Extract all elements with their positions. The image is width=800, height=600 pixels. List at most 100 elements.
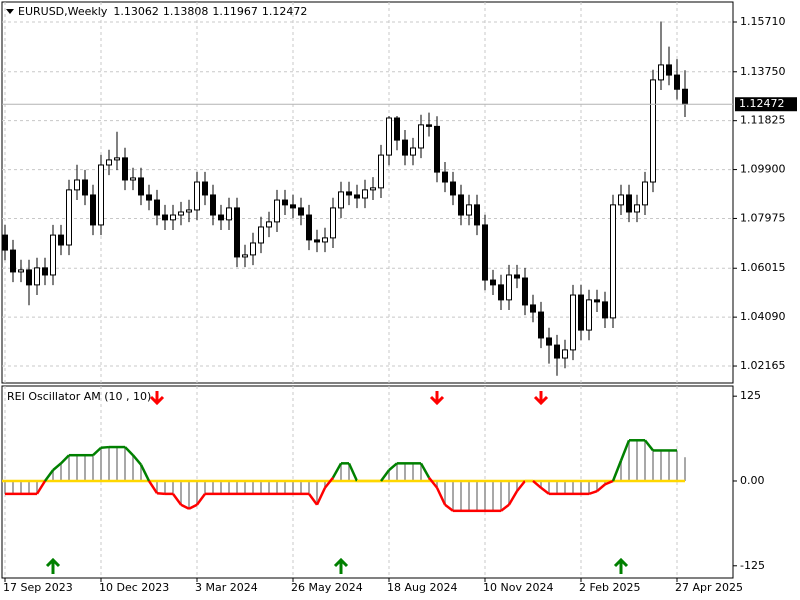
oscillator-line <box>596 483 606 493</box>
candle-body <box>58 234 64 246</box>
candle-body <box>522 277 528 306</box>
oscillator-line <box>516 480 526 492</box>
candle-body <box>586 299 592 331</box>
symbol: EURUSD,Weekly <box>18 5 108 18</box>
oscillator-line <box>180 503 190 510</box>
oscillator-line <box>435 487 447 506</box>
y-tick-label: 125 <box>740 389 761 402</box>
candle-body <box>346 191 352 196</box>
oscillator-line <box>92 446 102 457</box>
candle-body <box>250 242 256 256</box>
buy-arrow <box>613 557 629 574</box>
candle-body <box>546 337 552 346</box>
candle-body <box>50 234 56 276</box>
candle-body <box>314 239 320 243</box>
candle-body <box>66 189 72 246</box>
candle-body <box>194 181 200 211</box>
candle-body <box>506 274 512 301</box>
close: 1.12472 <box>262 5 308 18</box>
candle-body <box>170 214 176 221</box>
candle-body <box>322 237 328 243</box>
candle-body <box>2 234 8 251</box>
oscillator-line <box>500 503 510 512</box>
candle-body <box>578 294 584 331</box>
y-tick-label: 1.02165 <box>740 359 786 372</box>
candle-body <box>658 64 664 81</box>
candle-body <box>610 204 616 319</box>
candle-body <box>274 199 280 223</box>
oscillator-line <box>644 439 654 452</box>
y-tick-label: 1.07975 <box>740 211 786 224</box>
candle-body <box>634 204 640 213</box>
oscillator-line <box>100 445 110 449</box>
candle-body <box>618 194 624 206</box>
y-tick-label: 1.04090 <box>740 310 786 323</box>
y-tick-label: 0.00 <box>740 474 765 487</box>
candle-body <box>242 254 248 258</box>
menu-triangle[interactable] <box>6 9 14 14</box>
candle-body <box>458 194 464 216</box>
candle-body <box>210 194 216 216</box>
candle-body <box>138 177 144 196</box>
candle-body <box>530 304 536 313</box>
candle-body <box>146 194 152 201</box>
buy-arrow <box>45 557 61 574</box>
x-tick-label: 26 May 2024 <box>291 581 363 594</box>
oscillator-line <box>388 462 398 472</box>
x-tick-label: 18 Aug 2024 <box>387 581 457 594</box>
x-tick-label: 3 Mar 2024 <box>195 581 258 594</box>
header: EURUSD,Weekly 1.13062 1.13808 1.11967 1.1247… <box>18 5 307 18</box>
x-tick-label: 10 Dec 2023 <box>99 581 169 594</box>
candle-body <box>282 199 288 206</box>
oscillator-line <box>540 486 550 495</box>
candle-body <box>130 177 136 181</box>
candle-body <box>418 124 424 149</box>
oscillator-line <box>43 469 55 482</box>
candle-body <box>330 207 336 239</box>
candle-body <box>394 117 400 141</box>
oscillator-line <box>324 476 334 489</box>
sell-arrow <box>149 391 165 406</box>
candle-body <box>602 301 608 319</box>
candle-body <box>218 214 224 221</box>
candle-body <box>674 74 680 90</box>
candle-body <box>162 214 168 221</box>
candle-body <box>682 88 688 105</box>
candle-body <box>74 179 80 191</box>
candle-body <box>106 159 112 166</box>
candle-body <box>554 344 560 359</box>
candle-body <box>18 269 24 273</box>
candle-body <box>114 157 120 161</box>
oscillator-line <box>139 464 151 482</box>
candle-body <box>498 284 504 301</box>
candle-body <box>34 267 40 286</box>
oscillator-line <box>171 493 183 506</box>
candle-body <box>442 171 448 183</box>
oscillator-line <box>315 487 327 506</box>
candle-body <box>666 64 672 76</box>
x-tick-label: 17 Sep 2023 <box>3 581 73 594</box>
high: 1.13808 <box>163 5 209 18</box>
oscillator-line <box>60 454 70 465</box>
oscillator-line <box>132 454 142 466</box>
oscillator-line <box>331 462 343 479</box>
oscillator-line <box>588 489 598 496</box>
candle-body <box>258 226 264 244</box>
oscillator-line <box>52 462 62 472</box>
oscillator-line <box>156 491 166 496</box>
oscillator-line <box>347 462 359 482</box>
y-tick-label: 1.11825 <box>740 114 786 127</box>
oscillator-line <box>307 493 319 506</box>
candle-body <box>514 274 520 279</box>
oscillator-line <box>444 503 454 512</box>
candle-body <box>642 181 648 206</box>
candle-body <box>650 79 656 183</box>
candle-body <box>386 117 392 156</box>
oscillator-line <box>532 480 542 489</box>
candle-body <box>338 191 344 209</box>
y-tick-label: 1.13750 <box>740 65 786 78</box>
sell-arrow <box>533 391 549 406</box>
candle-body <box>562 349 568 359</box>
candle-body <box>10 249 16 273</box>
